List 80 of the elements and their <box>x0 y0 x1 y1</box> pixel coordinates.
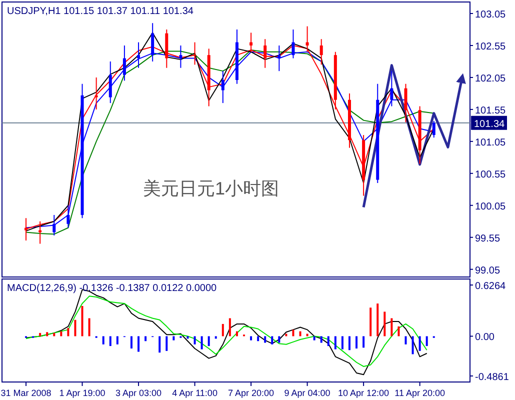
bar <box>334 336 336 350</box>
candlestick <box>390 70 394 107</box>
bar <box>81 306 84 336</box>
bar <box>299 331 302 336</box>
bar <box>398 326 400 336</box>
bar <box>130 336 132 348</box>
bar <box>186 336 189 339</box>
x-tick-label: 1 Apr 19:00 <box>59 388 106 398</box>
bar <box>67 328 70 336</box>
x-tick-label: 9 Apr 04:00 <box>284 388 330 398</box>
x-tick-label: 3 Apr 03:00 <box>115 388 162 398</box>
ref-line-label: 101.34 <box>474 118 506 130</box>
bar <box>384 312 386 336</box>
candlestick <box>94 76 98 110</box>
bar <box>376 304 379 336</box>
bar <box>404 336 407 344</box>
y-tick-label: 99.05 <box>475 265 500 276</box>
bar <box>102 336 104 344</box>
y-tick-label: 102.05 <box>475 73 506 84</box>
bar <box>60 331 62 336</box>
x-tick-label: 11 Apr 20:00 <box>394 388 445 398</box>
bar <box>194 336 196 344</box>
x-tick-label: 7 Apr 20:00 <box>228 388 274 398</box>
bar <box>418 336 421 351</box>
bar <box>257 336 260 342</box>
y-tick-label: 101.05 <box>475 137 506 148</box>
bar <box>109 336 112 346</box>
y-tick-label: 102.55 <box>475 41 506 52</box>
bar <box>341 336 344 350</box>
bar <box>172 336 175 340</box>
candlestick <box>221 70 224 104</box>
bar <box>264 336 266 343</box>
bar <box>144 336 147 342</box>
bar <box>390 318 393 336</box>
bar <box>228 318 231 336</box>
candlestick <box>320 38 323 66</box>
bar <box>158 336 161 353</box>
y-tick-label: 100.05 <box>475 201 506 212</box>
bar <box>370 308 372 336</box>
bar <box>88 318 90 336</box>
bar <box>313 336 316 340</box>
y-tick-label: -0.4861 <box>475 372 510 383</box>
candlestick <box>404 83 408 123</box>
bar <box>278 336 280 343</box>
bar <box>292 330 294 336</box>
y-tick-label: 100.55 <box>475 169 506 180</box>
x-tick-label: 31 Mar 2008 <box>0 388 52 398</box>
bar <box>412 336 414 354</box>
bar <box>356 336 358 348</box>
bar <box>320 336 322 343</box>
y-tick-label: 103.05 <box>475 10 506 21</box>
y-tick-label: 101.55 <box>475 105 506 116</box>
candlestick <box>108 60 112 104</box>
bar <box>362 336 365 348</box>
bar <box>53 332 56 336</box>
x-tick-label: 10 Apr 12:00 <box>338 388 390 398</box>
line-series <box>26 296 428 367</box>
y-tick-label: 0.6264 <box>475 281 506 292</box>
bar <box>250 336 252 340</box>
bar <box>208 336 210 346</box>
y-tick-label: 0.00 <box>475 332 495 344</box>
bar <box>327 336 330 346</box>
bar <box>116 336 118 344</box>
bar <box>39 332 42 336</box>
y-tick-label: 99.55 <box>475 233 500 244</box>
annotation: 美元日元1小时图 <box>143 178 279 198</box>
bar <box>426 336 428 346</box>
bar <box>236 331 238 336</box>
x-tick-label: 4 Apr 11:00 <box>172 388 218 398</box>
title: USDJPY,H1 101.15 101.37 101.11 101.34 <box>7 6 194 17</box>
bar <box>214 336 217 339</box>
bar <box>222 324 224 336</box>
title: MACD(12,26,9) -0.1326 -0.1387 0.0122 0.0000 <box>7 283 217 294</box>
bar <box>74 320 76 336</box>
bar <box>271 336 274 344</box>
bar <box>46 332 48 336</box>
bar <box>166 336 168 351</box>
bar <box>200 336 203 350</box>
bar <box>138 336 140 352</box>
bar <box>348 336 350 350</box>
